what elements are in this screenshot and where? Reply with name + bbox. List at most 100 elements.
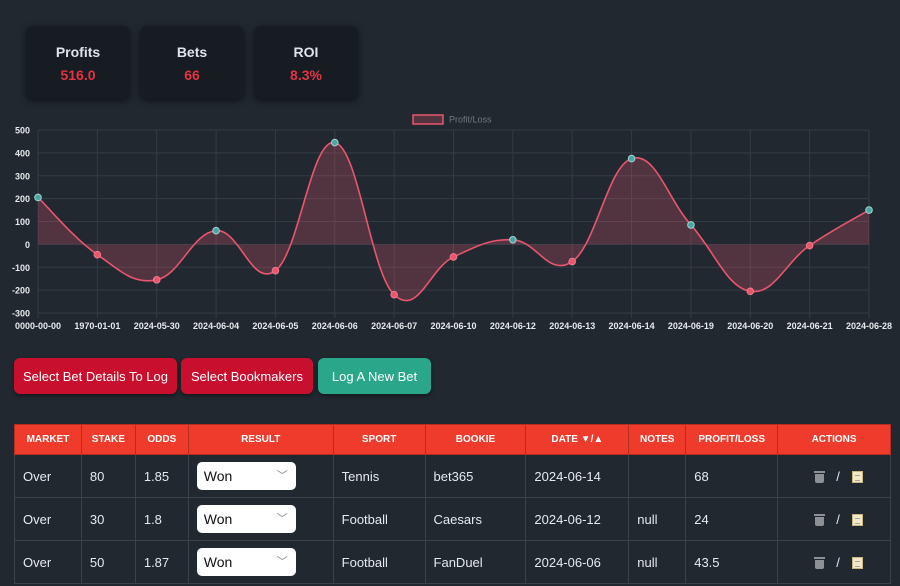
stat-card-profits: Profits 516.0 bbox=[26, 26, 130, 99]
result-value: Won bbox=[203, 554, 233, 570]
x-tick-label: 2024-06-21 bbox=[787, 321, 833, 331]
legend-label: Profit/Loss bbox=[449, 115, 492, 125]
cell-actions: / bbox=[777, 497, 891, 541]
trash-icon[interactable] bbox=[813, 557, 825, 570]
cell-result: Won ﹀ bbox=[187, 454, 334, 498]
x-tick-label: 2024-06-12 bbox=[490, 321, 536, 331]
data-point bbox=[509, 236, 517, 244]
memo-icon[interactable] bbox=[851, 514, 863, 527]
header-profit-loss[interactable]: PROFIT/LOSS bbox=[685, 424, 779, 455]
cell-market: Over bbox=[14, 540, 82, 584]
header-market[interactable]: MARKET bbox=[14, 424, 82, 455]
stat-card-bets: Bets 66 bbox=[140, 26, 244, 99]
y-tick-label: 0 bbox=[25, 240, 30, 250]
x-tick-label: 2024-06-06 bbox=[312, 321, 358, 331]
select-bookmakers-button[interactable]: Select Bookmakers bbox=[181, 358, 313, 394]
y-tick-label: 400 bbox=[15, 148, 30, 158]
x-tick-label: 2024-06-05 bbox=[252, 321, 298, 331]
cell-sport: Tennis bbox=[332, 454, 426, 498]
y-tick-label: 100 bbox=[15, 217, 30, 227]
header-odds[interactable]: ODDS bbox=[134, 424, 189, 455]
trash-icon[interactable] bbox=[813, 471, 825, 484]
x-tick-label: 2024-06-28 bbox=[846, 321, 892, 331]
header-sport[interactable]: SPORT bbox=[332, 424, 426, 455]
stat-value: 8.3% bbox=[290, 67, 322, 83]
header-result[interactable]: RESULT bbox=[187, 424, 334, 455]
cell-result: Won ﹀ bbox=[187, 540, 334, 584]
cell-date: 2024-06-14 bbox=[525, 454, 630, 498]
log-new-bet-button[interactable]: Log A New Bet bbox=[318, 358, 431, 394]
cell-market: Over bbox=[14, 454, 82, 498]
table-row: Over 30 1.8 Won ﹀ Football Caesars 2024-… bbox=[14, 497, 891, 541]
y-tick-label: 200 bbox=[15, 194, 30, 204]
memo-icon[interactable] bbox=[851, 557, 863, 570]
data-point bbox=[212, 226, 220, 235]
table-header-row: MARKET STAKE ODDS RESULT SPORT BOOKIE DA… bbox=[14, 424, 891, 455]
table-row: Over 50 1.87 Won ﹀ Football FanDuel 2024… bbox=[14, 540, 891, 584]
action-separator: / bbox=[836, 468, 840, 484]
y-tick-label: -300 bbox=[12, 309, 30, 319]
cell-market: Over bbox=[14, 497, 82, 541]
cell-profit-loss: 24 bbox=[685, 497, 779, 541]
header-bookie[interactable]: BOOKIE bbox=[424, 424, 527, 455]
stat-value: 66 bbox=[184, 67, 200, 83]
data-point bbox=[627, 154, 636, 163]
trash-icon[interactable] bbox=[813, 514, 825, 527]
data-point bbox=[330, 138, 339, 147]
cell-odds: 1.85 bbox=[134, 454, 189, 498]
cell-stake: 30 bbox=[80, 497, 136, 541]
cell-sport: Football bbox=[332, 497, 426, 541]
header-actions: ACTIONS bbox=[777, 424, 891, 455]
stat-label: Bets bbox=[176, 44, 208, 60]
cell-bookie: bet365 bbox=[424, 454, 527, 498]
y-tick-label: -100 bbox=[12, 263, 30, 273]
x-tick-label: 2024-06-10 bbox=[430, 321, 476, 331]
data-point bbox=[449, 253, 458, 261]
data-point bbox=[687, 221, 695, 229]
data-point bbox=[865, 206, 873, 214]
profit-loss-chart: 500 400 300 200 100 0 -100 -200 -300 0000-00-00 19… bbox=[12, 114, 892, 331]
data-point bbox=[152, 276, 161, 284]
result-select[interactable]: Won ﹀ bbox=[196, 548, 296, 576]
result-value: Won bbox=[203, 511, 233, 527]
data-point bbox=[34, 193, 42, 202]
action-separator: / bbox=[836, 554, 840, 570]
header-notes[interactable]: NOTES bbox=[628, 424, 687, 455]
data-point bbox=[805, 241, 814, 250]
result-select[interactable]: Won ﹀ bbox=[196, 462, 296, 490]
x-tick-label: 2024-06-20 bbox=[727, 321, 773, 331]
y-tick-label: 300 bbox=[15, 171, 30, 181]
action-separator: / bbox=[836, 511, 840, 527]
x-tick-label: 1970-01-01 bbox=[74, 321, 120, 331]
cell-actions: / bbox=[777, 454, 891, 498]
data-point bbox=[271, 266, 280, 275]
cell-notes: null bbox=[628, 540, 687, 584]
x-tick-label: 2024-06-04 bbox=[193, 321, 239, 331]
stat-label: ROI bbox=[293, 44, 319, 60]
cell-sport: Football bbox=[332, 540, 426, 584]
cell-profit-loss: 68 bbox=[685, 454, 779, 498]
header-stake[interactable]: STAKE bbox=[80, 424, 136, 455]
stat-value: 516.0 bbox=[60, 67, 96, 83]
y-tick-label: -200 bbox=[12, 286, 30, 296]
table-row: Over 80 1.85 Won ﹀ Tennis bet365 2024-06… bbox=[14, 454, 891, 498]
cell-date: 2024-06-12 bbox=[525, 497, 630, 541]
result-value: Won bbox=[203, 468, 233, 484]
data-point bbox=[746, 287, 755, 296]
bets-table: MARKET STAKE ODDS RESULT SPORT BOOKIE DA… bbox=[14, 424, 891, 584]
cell-stake: 80 bbox=[80, 454, 136, 498]
select-bet-details-button[interactable]: Select Bet Details To Log bbox=[14, 358, 177, 394]
cell-date: 2024-06-06 bbox=[525, 540, 630, 584]
header-date-sort[interactable]: DATE ▼/▲ bbox=[525, 424, 630, 455]
chevron-down-icon: ﹀ bbox=[276, 470, 288, 482]
cell-actions: / bbox=[777, 540, 891, 584]
x-tick-label: 2024-05-30 bbox=[134, 321, 180, 331]
memo-icon[interactable] bbox=[851, 471, 863, 484]
result-select[interactable]: Won ﹀ bbox=[196, 505, 296, 533]
cell-bookie: Caesars bbox=[424, 497, 527, 541]
x-tick-label: 0000-00-00 bbox=[15, 321, 61, 331]
cell-stake: 50 bbox=[80, 540, 136, 584]
x-tick-label: 2024-06-14 bbox=[609, 321, 655, 331]
legend-swatch bbox=[412, 114, 444, 125]
cell-notes bbox=[628, 454, 687, 498]
